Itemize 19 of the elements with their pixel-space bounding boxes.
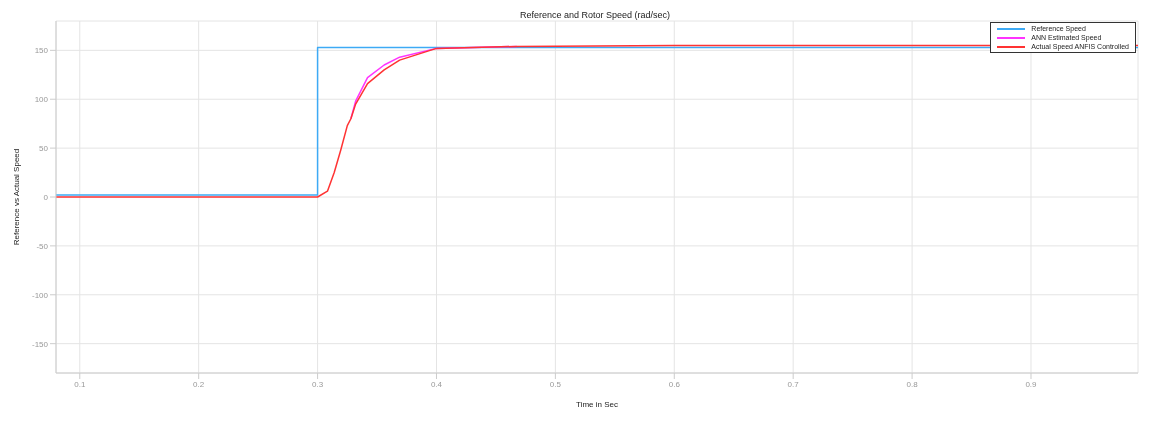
x-tick-label: 0.1 xyxy=(74,379,86,389)
x-tick-label: 0.6 xyxy=(668,379,681,389)
x-tick-label: 0.3 xyxy=(312,379,324,389)
x-tick-label: 0.8 xyxy=(906,379,919,389)
x-tick-label: 0.5 xyxy=(549,379,562,389)
y-tick-label: 100 xyxy=(34,95,49,105)
y-tick-label: 0 xyxy=(43,192,49,202)
chart-title: Reference and Rotor Speed (rad/sec) xyxy=(519,10,671,20)
x-tick-label: 0.9 xyxy=(1025,379,1038,389)
y-axis-title: Reference vs Actual Speed xyxy=(11,148,21,246)
y-tick-label: 150 xyxy=(34,46,49,56)
x-tick-label: 0.7 xyxy=(787,379,800,389)
y-tick-label: 50 xyxy=(39,143,49,153)
y-tick-label: -150 xyxy=(31,339,49,349)
x-tick-label: 0.2 xyxy=(193,379,205,389)
y-tick-label: -100 xyxy=(31,290,49,300)
y-tick-label: -50 xyxy=(36,241,49,251)
x-tick-label: 0.4 xyxy=(430,379,443,389)
x-axis-title: Time in Sec xyxy=(576,400,618,409)
